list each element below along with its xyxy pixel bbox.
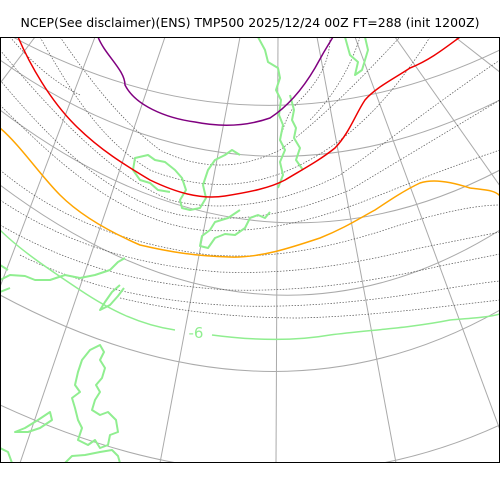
coastline: [0, 447, 13, 463]
minor-isotherm: [0, 169, 500, 257]
meridian-line: [394, 37, 500, 187]
minor-isotherm: [0, 104, 500, 232]
latitude-line: [0, 404, 500, 463]
meridian-line: [354, 37, 500, 431]
coastline: [199, 209, 271, 249]
meridian-line: [454, 37, 500, 73]
coastline: [14, 411, 53, 433]
meridian-line: [0, 37, 96, 289]
isotherm-red: [17, 37, 461, 198]
minor-isotherm: [0, 199, 500, 273]
coastline: [0, 264, 9, 271]
minor-isotherm: [279, 37, 331, 141]
coastline: [289, 94, 304, 171]
isotherm-green: [0, 229, 500, 341]
latitude-line: [11, 37, 500, 106]
coastline: [0, 287, 11, 293]
minor-isotherm: [9, 37, 81, 96]
meridian-lines: [0, 37, 500, 463]
meridian-line: [316, 37, 397, 463]
minor-isotherm: [19, 254, 500, 307]
map-background: [0, 37, 500, 463]
latitude-line: [0, 59, 500, 157]
minor-isotherm: [309, 37, 361, 121]
minor-isotherms: [0, 37, 500, 319]
minor-isotherm: [119, 297, 500, 319]
meridian-line: [159, 37, 241, 463]
coastline: [257, 37, 286, 189]
coastline: [64, 449, 121, 463]
latitude-line: [0, 184, 500, 296]
map-title: NCEP(See disclaimer)(ENS) TMP500 2025/12…: [20, 15, 480, 30]
meridian-line: [19, 37, 166, 463]
isotherm-orange: [0, 127, 500, 258]
meridian-line: [275, 37, 279, 463]
coastline: [344, 37, 369, 76]
minor-isotherm: [59, 37, 401, 166]
coastline: [99, 284, 125, 311]
coastlines: [0, 37, 369, 463]
latitude-line: [0, 294, 500, 372]
minor-isotherm: [0, 224, 500, 291]
coastline: [71, 344, 119, 449]
coastline: [132, 149, 241, 211]
coastline: [0, 257, 126, 281]
contour-label: -6: [189, 324, 204, 342]
isotherm-purple: [97, 37, 334, 126]
meridian-line: [0, 37, 36, 85]
minor-isotherm: [0, 49, 500, 207]
